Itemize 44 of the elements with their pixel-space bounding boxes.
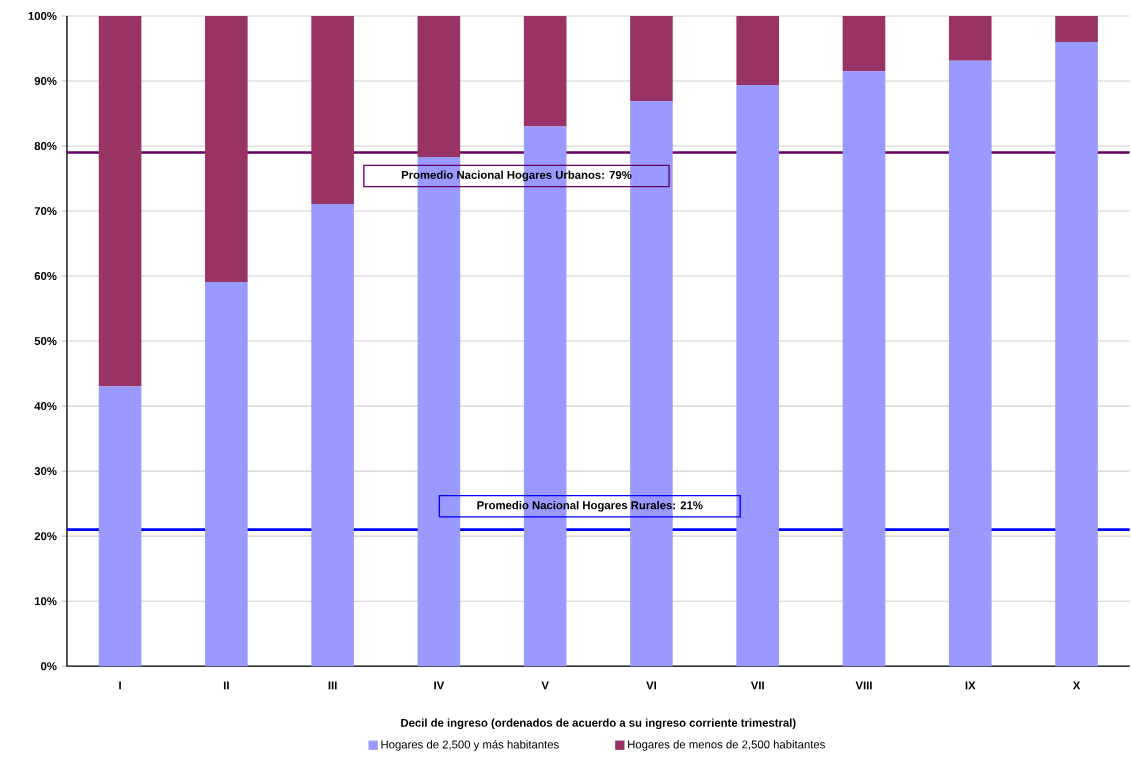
y-tick-label: 100% <box>28 11 57 20</box>
x-axis-title: Decil de ingreso (ordenados de acuerdo a su ingreso corriente trimestral) <box>401 718 796 730</box>
y-tick-label: 0% <box>40 662 57 671</box>
bar <box>523 15 567 127</box>
bar <box>98 15 142 387</box>
ref-line-label: Promedio Nacional Hogares Urbanos: 79% <box>401 170 632 182</box>
y-tick-label: 30% <box>34 467 57 476</box>
legend-label: Hogares de menos de 2,500 habitantes <box>628 740 825 751</box>
x-tick-label: II <box>223 681 229 690</box>
bar <box>842 15 886 72</box>
y-tick-label: 70% <box>34 207 57 216</box>
bar <box>1055 15 1098 42</box>
x-tick-label: IX <box>965 681 976 690</box>
legend-label: Hogares de 2,500 y más habitantes <box>381 740 559 751</box>
x-tick-label: VI <box>646 681 657 690</box>
bar <box>311 203 354 667</box>
x-tick-label: V <box>541 681 549 690</box>
y-tick-label: 40% <box>34 402 57 411</box>
x-tick-label: IV <box>434 681 445 690</box>
bar <box>630 15 673 102</box>
bar <box>842 71 886 667</box>
x-tick-label: X <box>1072 681 1081 690</box>
bar <box>948 60 992 667</box>
y-tick-label: 90% <box>34 76 57 85</box>
bar <box>417 15 461 158</box>
x-tick-label: I <box>119 681 121 690</box>
bar <box>736 15 780 85</box>
x-tick-label: III <box>328 681 337 690</box>
bar <box>98 386 142 667</box>
x-tick-label: VII <box>750 681 764 690</box>
bar <box>205 15 248 282</box>
bar <box>736 84 780 667</box>
bar <box>630 101 673 667</box>
bar <box>311 15 354 204</box>
y-tick-label: 50% <box>34 337 57 346</box>
ref-line-label: Promedio Nacional Hogares Rurales: 21% <box>477 500 703 512</box>
bar <box>205 281 248 667</box>
x-tick-label: VIII <box>855 681 872 690</box>
y-tick-label: 80% <box>34 141 57 150</box>
y-tick-label: 60% <box>34 272 57 281</box>
bar <box>1055 41 1098 667</box>
y-tick-label: 20% <box>34 532 57 541</box>
bar <box>948 15 992 61</box>
y-tick-label: 10% <box>34 597 57 606</box>
